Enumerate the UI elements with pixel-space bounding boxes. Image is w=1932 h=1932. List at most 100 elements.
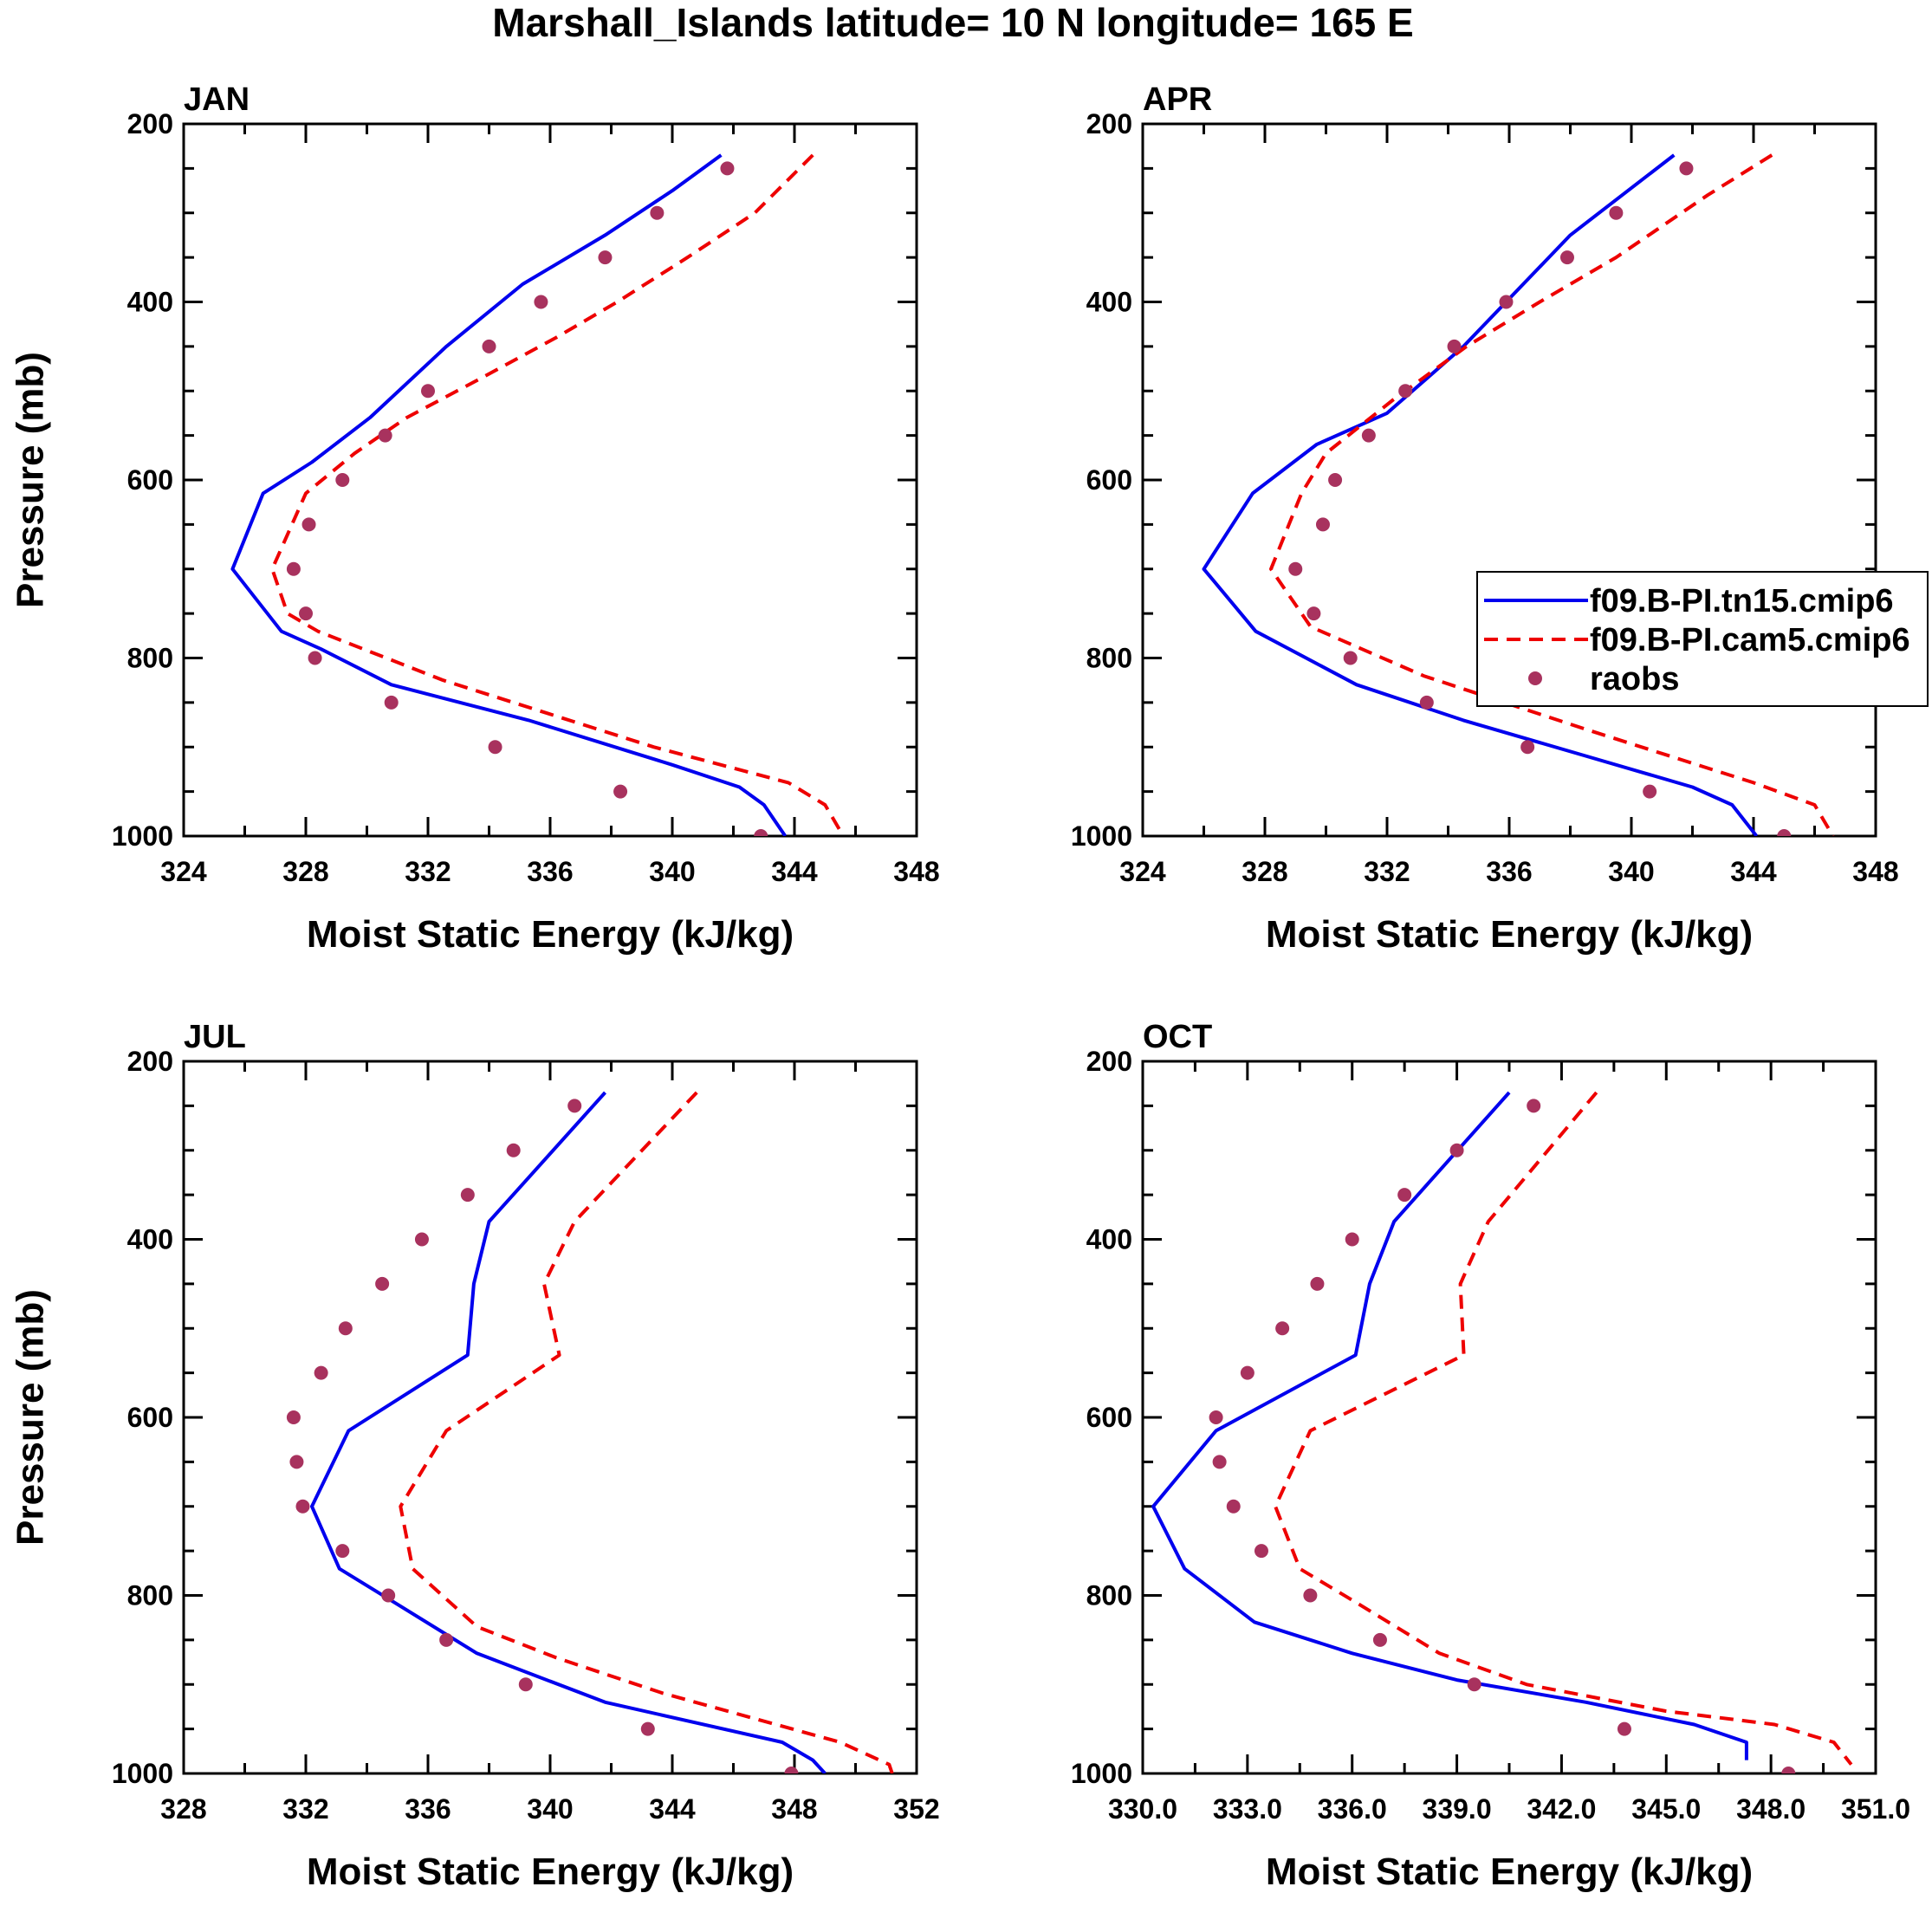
y-tick-label: 400 bbox=[127, 287, 173, 318]
raobs-point bbox=[1372, 1632, 1387, 1647]
cam5-series-line bbox=[1274, 1091, 1853, 1766]
raobs-point bbox=[314, 1365, 328, 1380]
panel-title: OCT bbox=[1143, 1019, 1212, 1055]
cam5-series-line bbox=[1269, 153, 1835, 836]
raobs-point bbox=[1559, 250, 1574, 265]
y-tick-label: 1000 bbox=[1071, 820, 1132, 852]
x-tick-label: 340 bbox=[1608, 856, 1654, 887]
x-tick-label: 336 bbox=[527, 856, 573, 887]
x-tick-label: 336 bbox=[405, 1793, 451, 1825]
panel-jan: JAN 200 400 600 800 1000 324 328 332 336 340 344 348… bbox=[10, 81, 940, 956]
legend-label-0: f09.B-PI.tn15.cmip6 bbox=[1590, 583, 1894, 619]
panel-oct: OCT 200 400 600 800 1000 330.0 333.0 336.0 339.0 3… bbox=[1071, 1019, 1910, 1893]
raobs-point bbox=[1679, 161, 1694, 176]
raobs-point bbox=[1254, 1544, 1268, 1559]
raobs-point bbox=[1275, 1321, 1290, 1336]
raobs-point bbox=[518, 1677, 533, 1692]
raobs-point bbox=[378, 428, 392, 443]
raobs-point bbox=[1398, 384, 1413, 399]
y-tick-label: 800 bbox=[1086, 1580, 1132, 1611]
legend-marker-2 bbox=[1528, 671, 1542, 685]
x-tick-label: 348 bbox=[1852, 856, 1898, 887]
x-axis-label: Moist Static Energy (kJ/kg) bbox=[1266, 913, 1753, 956]
raobs-point bbox=[295, 1499, 310, 1514]
raobs-point bbox=[488, 740, 502, 755]
y-tick-label: 400 bbox=[127, 1224, 173, 1255]
x-tick-label: 352 bbox=[893, 1793, 939, 1825]
raobs-point bbox=[1467, 1677, 1481, 1692]
x-tick-label: 333.0 bbox=[1213, 1793, 1282, 1825]
x-axis-label: Moist Static Energy (kJ/kg) bbox=[1266, 1851, 1753, 1893]
cam5-series-line bbox=[270, 153, 846, 836]
tn15-series-line bbox=[1202, 153, 1759, 836]
legend: f09.B-PI.tn15.cmip6f09.B-PI.cam5.cmip6ra… bbox=[1476, 571, 1929, 707]
series-group bbox=[230, 153, 846, 836]
raobs-point bbox=[1209, 1410, 1223, 1424]
x-tick-label: 339.0 bbox=[1423, 1793, 1492, 1825]
raobs-point bbox=[1343, 651, 1358, 665]
raobs-point bbox=[1303, 1588, 1318, 1603]
raobs-point bbox=[301, 517, 316, 532]
x-tick-label: 340 bbox=[527, 1793, 573, 1825]
x-tick-label: 328 bbox=[160, 1793, 206, 1825]
raobs-point bbox=[482, 339, 496, 353]
panel-jul: JUL 200 400 600 800 1000 328 332 336 340 344 348 352… bbox=[10, 1019, 940, 1893]
y-tick-label: 1000 bbox=[1071, 1758, 1132, 1789]
raobs-point bbox=[640, 1721, 655, 1736]
legend-label-1: f09.B-PI.cam5.cmip6 bbox=[1590, 622, 1910, 658]
x-tick-label: 332 bbox=[282, 1793, 328, 1825]
raobs-point bbox=[650, 205, 665, 220]
y-tick-label: 800 bbox=[127, 643, 173, 674]
y-tick-label: 200 bbox=[127, 1046, 173, 1077]
raobs-point bbox=[567, 1099, 582, 1113]
raobs-point bbox=[1397, 1188, 1412, 1203]
raobs-point bbox=[1226, 1499, 1241, 1514]
raobs-point bbox=[286, 561, 301, 576]
x-tick-label: 332 bbox=[1364, 856, 1410, 887]
raobs-point bbox=[286, 1410, 301, 1424]
series-group bbox=[1151, 1091, 1853, 1773]
raobs-point bbox=[338, 1321, 353, 1336]
x-tick-label: 324 bbox=[160, 856, 207, 887]
raobs-point bbox=[375, 1276, 390, 1291]
x-tick-label: 328 bbox=[1242, 856, 1287, 887]
figure-title: Marshall_Islands latitude= 10 N longitud… bbox=[492, 0, 1413, 45]
raobs-point bbox=[506, 1143, 521, 1157]
y-tick-label: 1000 bbox=[112, 1758, 173, 1789]
y-tick-label: 600 bbox=[127, 1402, 173, 1433]
raobs-point bbox=[1240, 1365, 1255, 1380]
raobs-point bbox=[1306, 606, 1321, 621]
raobs-point bbox=[1345, 1232, 1359, 1247]
x-tick-label: 336.0 bbox=[1318, 1793, 1387, 1825]
y-tick-label: 200 bbox=[127, 108, 173, 139]
raobs-point bbox=[299, 606, 313, 621]
y-axis-label: Pressure (mb) bbox=[10, 1289, 52, 1546]
x-tick-label: 344 bbox=[771, 856, 818, 887]
raobs-point bbox=[289, 1455, 304, 1469]
plot-frame bbox=[1141, 122, 1877, 838]
raobs-point bbox=[754, 829, 768, 836]
x-tick-label: 351.0 bbox=[1841, 1793, 1910, 1825]
panel-title: JAN bbox=[184, 81, 250, 118]
raobs-point bbox=[1310, 1276, 1325, 1291]
x-tick-label: 330.0 bbox=[1108, 1793, 1177, 1825]
raobs-point bbox=[460, 1188, 475, 1203]
raobs-point bbox=[1520, 740, 1535, 755]
y-axis-label: Pressure (mb) bbox=[10, 352, 52, 608]
x-tick-label: 328 bbox=[282, 856, 328, 887]
raobs-point bbox=[1288, 561, 1303, 576]
raobs-point bbox=[1499, 295, 1514, 309]
raobs-point bbox=[1609, 205, 1624, 220]
x-tick-label: 332 bbox=[405, 856, 451, 887]
panel-apr: APR 200 400 600 800 1000 324 328 332 336 340 344 348… bbox=[1071, 81, 1899, 956]
raobs-point bbox=[1328, 473, 1343, 487]
tn15-series-line bbox=[230, 153, 788, 836]
raobs-point bbox=[1643, 784, 1657, 799]
raobs-point bbox=[384, 695, 399, 710]
raobs-point bbox=[1419, 695, 1434, 710]
series-group bbox=[1202, 153, 1835, 836]
x-axis-label: Moist Static Energy (kJ/kg) bbox=[307, 913, 794, 956]
x-tick-label: 344 bbox=[649, 1793, 696, 1825]
raobs-point bbox=[308, 651, 322, 665]
